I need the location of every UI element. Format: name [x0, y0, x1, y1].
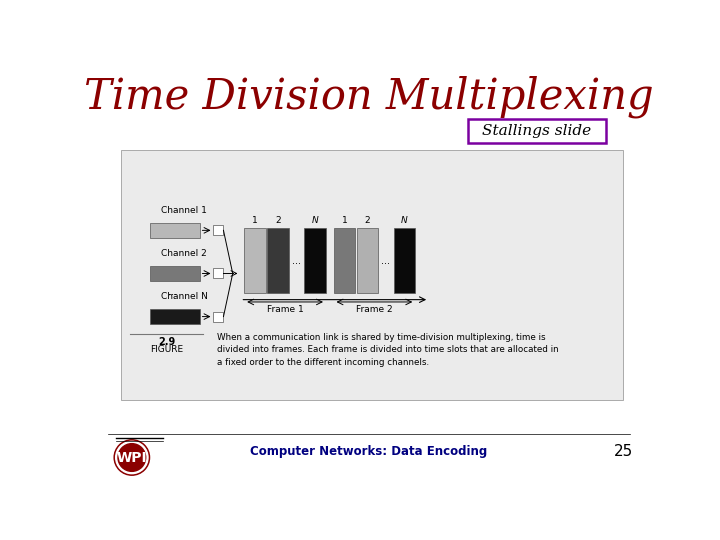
Text: WPI: WPI — [117, 450, 147, 464]
Text: 25: 25 — [613, 444, 633, 459]
Text: ...: ... — [382, 256, 390, 266]
Text: ...: ... — [292, 256, 301, 266]
Circle shape — [118, 444, 145, 471]
Text: Computer Networks: Data Encoding: Computer Networks: Data Encoding — [251, 445, 487, 458]
Bar — [213, 268, 223, 279]
Text: Channel 1: Channel 1 — [161, 206, 207, 215]
Bar — [333, 228, 355, 294]
Bar — [150, 266, 199, 281]
Bar — [467, 119, 606, 143]
Text: N: N — [312, 216, 318, 225]
Text: 1: 1 — [252, 216, 258, 225]
Text: 2.9: 2.9 — [158, 338, 175, 347]
Text: Time Division Multiplexing: Time Division Multiplexing — [84, 76, 654, 118]
Text: Frame 1: Frame 1 — [266, 305, 303, 314]
Bar — [150, 309, 199, 325]
Text: Frame 2: Frame 2 — [356, 305, 392, 314]
Bar — [267, 228, 289, 294]
Circle shape — [114, 440, 150, 475]
Bar — [213, 312, 223, 322]
Text: 1: 1 — [341, 216, 347, 225]
Text: FIGURE: FIGURE — [150, 345, 183, 354]
Bar — [244, 228, 266, 294]
Text: 2: 2 — [275, 216, 281, 225]
Bar — [394, 228, 415, 294]
Text: Channel 2: Channel 2 — [161, 249, 207, 258]
Bar — [150, 222, 199, 238]
Bar — [213, 225, 223, 235]
Text: When a communication link is shared by time-division multiplexing, time is
divid: When a communication link is shared by t… — [217, 333, 559, 367]
Bar — [305, 228, 326, 294]
Bar — [121, 150, 623, 400]
Text: 2: 2 — [364, 216, 370, 225]
Circle shape — [116, 441, 148, 474]
Text: ...: ... — [168, 287, 177, 296]
Bar — [356, 228, 378, 294]
Text: N: N — [401, 216, 408, 225]
Text: Stallings slide: Stallings slide — [482, 124, 591, 138]
Text: Channel N: Channel N — [161, 292, 207, 301]
